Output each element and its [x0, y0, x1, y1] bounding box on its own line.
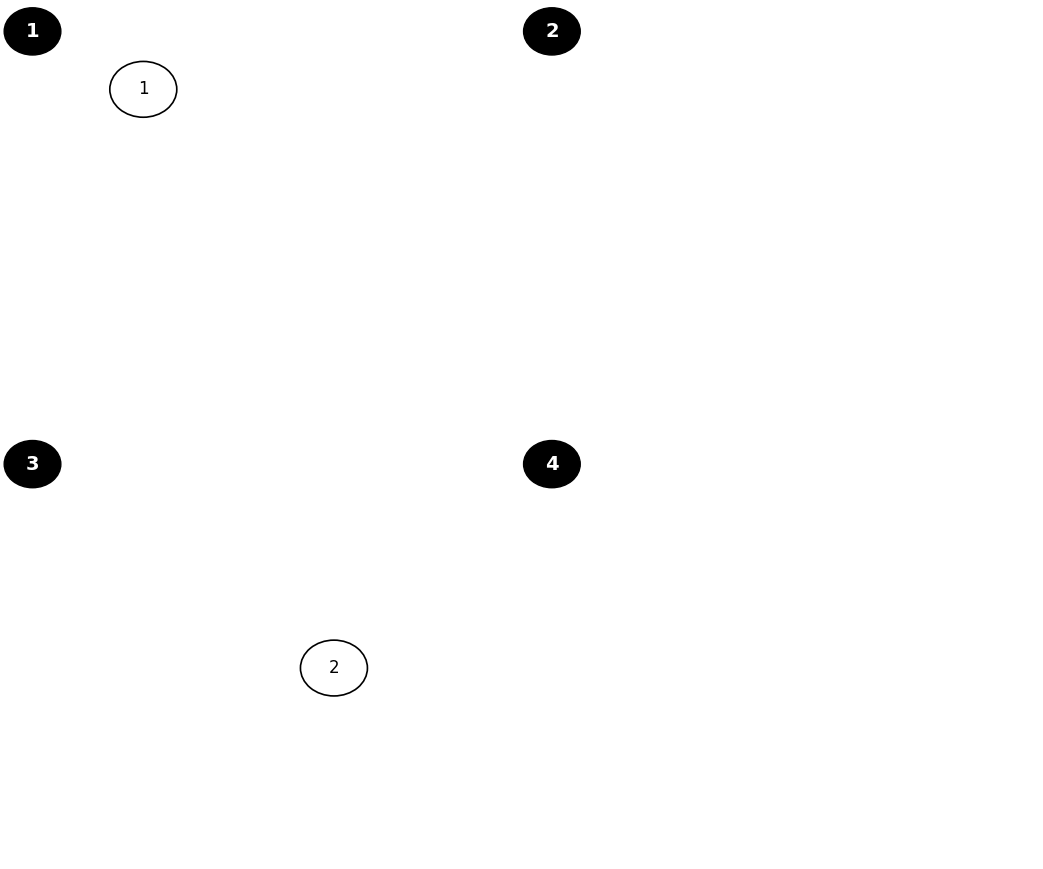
Circle shape — [524, 8, 580, 55]
Circle shape — [4, 441, 60, 488]
Text: 1: 1 — [138, 80, 148, 98]
Circle shape — [4, 8, 60, 55]
Text: 3: 3 — [26, 454, 40, 474]
Circle shape — [110, 62, 176, 117]
Text: 2: 2 — [329, 659, 339, 677]
Circle shape — [524, 441, 580, 488]
Text: 1: 1 — [26, 22, 40, 41]
Text: 4: 4 — [545, 454, 559, 474]
Circle shape — [300, 640, 367, 696]
Text: 2: 2 — [545, 22, 559, 41]
